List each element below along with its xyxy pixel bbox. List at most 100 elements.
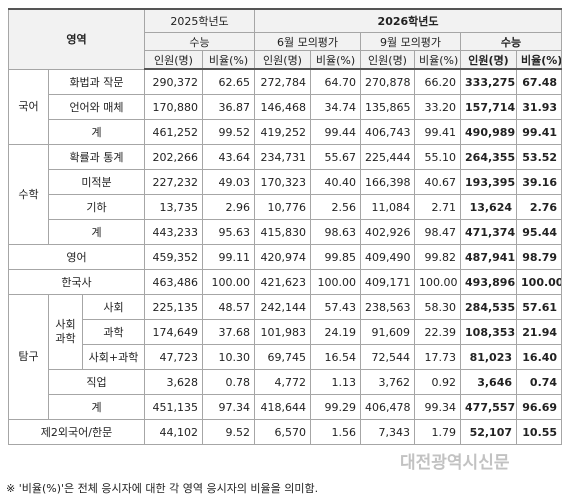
value-cell: 40.40: [310, 169, 362, 195]
value-cell: 146,468: [254, 94, 312, 120]
value-cell: 409,490: [360, 244, 416, 270]
value-cell: 1.56: [310, 419, 362, 445]
value-cell: 53.52: [516, 144, 563, 170]
row-label: 확률과 통계: [48, 144, 145, 170]
unit-header: 인원(명): [254, 50, 312, 70]
row-label: 계: [48, 119, 145, 145]
value-cell: 406,478: [360, 394, 416, 420]
value-cell: 95.44: [516, 219, 563, 245]
value-cell: 487,941: [460, 244, 518, 270]
value-cell: 95.63: [201, 219, 256, 245]
value-cell: 225,135: [144, 294, 203, 320]
value-cell: 157,714: [460, 94, 518, 120]
value-cell: 333,275: [460, 68, 518, 95]
table-body: 국어 화법과 작문 290,372 62.65 272,784 64.70 270,878 6…: [8, 68, 563, 445]
stats-table: 영역 2025학년도 2026학년도 수능 6월 모의평가 9월 모의평가 수능 인원…: [8, 8, 563, 445]
value-cell: 490,989: [460, 119, 518, 145]
value-cell: 99.41: [414, 119, 462, 145]
value-cell: 98.79: [516, 244, 563, 270]
value-cell: 16.54: [310, 344, 362, 370]
row-label: 영어: [8, 244, 145, 270]
value-cell: 69,745: [254, 344, 312, 370]
value-cell: 81,023: [460, 344, 518, 370]
value-cell: 170,323: [254, 169, 312, 195]
value-cell: 420,974: [254, 244, 312, 270]
table-row: 계 451,135 97.34 418,644 99.29 406,478 99.34 477…: [9, 394, 563, 420]
value-cell: 39.16: [516, 169, 563, 195]
value-cell: 2.56: [310, 194, 362, 220]
row-label: 과학: [82, 319, 145, 345]
value-cell: 6,570: [254, 419, 312, 445]
value-cell: 419,252: [254, 119, 312, 145]
value-cell: 471,374: [460, 219, 518, 245]
table-row: 제2외국어/한문 44,102 9.52 6,570 1.56 7,343 1.79 52,1…: [8, 419, 563, 445]
value-cell: 170,880: [144, 94, 203, 120]
value-cell: 406,743: [360, 119, 416, 145]
value-cell: 451,135: [144, 394, 203, 420]
value-cell: 40.67: [414, 169, 462, 195]
area-header: 영역: [8, 8, 145, 70]
exam-header: 수능: [460, 32, 563, 51]
value-cell: 66.20: [414, 68, 462, 95]
group-label: 사회 과학: [48, 294, 83, 370]
value-cell: 72,544: [360, 344, 416, 370]
value-cell: 99.85: [310, 244, 362, 270]
value-cell: 16.40: [516, 344, 563, 370]
value-cell: 1.79: [414, 419, 462, 445]
value-cell: 98.47: [414, 219, 462, 245]
value-cell: 463,486: [144, 269, 203, 295]
value-cell: 99.41: [516, 119, 563, 145]
unit-header: 비율(%): [516, 50, 563, 70]
table-row: 계 443,233 95.63 415,830 98.63 402,926 98.47 471…: [9, 219, 563, 245]
year-header: 2025학년도: [143, 8, 256, 33]
value-cell: 2.71: [414, 194, 462, 220]
unit-header: 비율(%): [414, 50, 462, 70]
value-cell: 202,266: [144, 144, 203, 170]
table-row: 언어와 매체 170,880 36.87 146,468 34.74 135,865 33.…: [9, 94, 563, 120]
value-cell: 10.30: [201, 344, 256, 370]
value-cell: 47,723: [144, 344, 203, 370]
value-cell: 99.29: [310, 394, 362, 420]
value-cell: 459,352: [144, 244, 203, 270]
value-cell: 99.82: [414, 244, 462, 270]
value-cell: 443,233: [144, 219, 203, 245]
unit-header: 인원(명): [460, 50, 518, 70]
value-cell: 225,444: [360, 144, 416, 170]
value-cell: 99.52: [201, 119, 256, 145]
table-row: 사회+과학 47,723 10.30 69,745 16.54 72,544 17.73 81…: [9, 344, 563, 370]
value-cell: 99.34: [414, 394, 462, 420]
value-cell: 0.78: [201, 369, 256, 395]
value-cell: 43.64: [201, 144, 256, 170]
value-cell: 37.68: [201, 319, 256, 345]
unit-header: 비율(%): [201, 50, 256, 70]
value-cell: 91,609: [360, 319, 416, 345]
table-row: 직업 3,628 0.78 4,772 1.13 3,762 0.92 3,646 0.74: [9, 369, 563, 395]
value-cell: 57.61: [516, 294, 563, 320]
row-label: 미적분: [48, 169, 145, 195]
value-cell: 290,372: [144, 68, 203, 95]
value-cell: 34.74: [310, 94, 362, 120]
table-row: 미적분 227,232 49.03 170,323 40.40 166,398 40.67 1…: [9, 169, 563, 195]
value-cell: 49.03: [201, 169, 256, 195]
value-cell: 100.00: [414, 269, 462, 295]
value-cell: 4,772: [254, 369, 312, 395]
table-row: 기하 13,735 2.96 10,776 2.56 11,084 2.71 13,624 2.…: [9, 194, 563, 220]
value-cell: 418,644: [254, 394, 312, 420]
group-label: 국어: [8, 68, 49, 145]
value-cell: 227,232: [144, 169, 203, 195]
unit-header: 인원(명): [144, 50, 203, 70]
value-cell: 461,252: [144, 119, 203, 145]
exam-header: 9월 모의평가: [360, 32, 462, 51]
footnote: ※ '비율(%)'은 전체 응시자에 대한 각 영역 응시자의 비율을 의미함.: [6, 482, 319, 495]
value-cell: 174,649: [144, 319, 203, 345]
value-cell: 477,557: [460, 394, 518, 420]
table-row: 과학 174,649 37.68 101,983 24.19 91,609 22.39 108…: [9, 319, 563, 345]
unit-header: 비율(%): [310, 50, 362, 70]
value-cell: 100.00: [201, 269, 256, 295]
table-row: 수학 확률과 통계 202,266 43.64 234,731 55.67 225,444 5…: [8, 144, 563, 245]
value-cell: 0.74: [516, 369, 563, 395]
value-cell: 101,983: [254, 319, 312, 345]
value-cell: 67.48: [516, 68, 563, 95]
value-cell: 242,144: [254, 294, 312, 320]
